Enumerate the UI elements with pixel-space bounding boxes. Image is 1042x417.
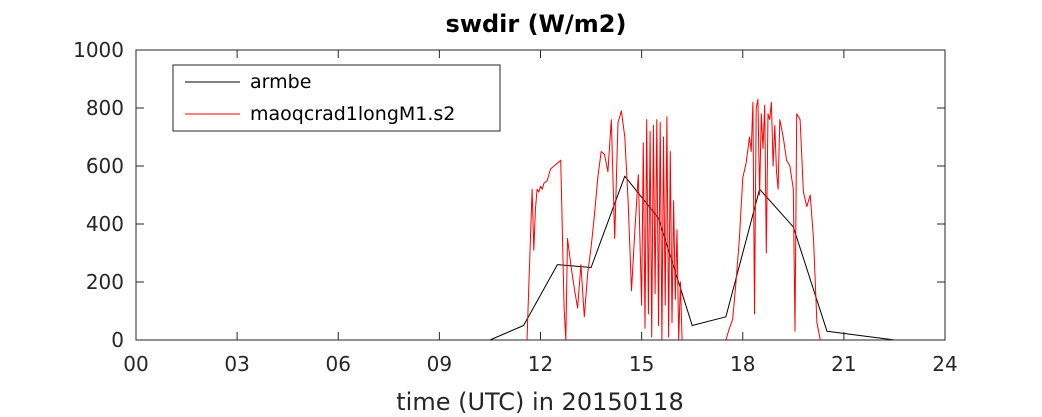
series-line-1: [136, 98, 945, 341]
x-tick-label: 00: [123, 352, 148, 376]
legend-box: [172, 64, 501, 132]
x-tick-label: 18: [730, 352, 755, 376]
y-tick-label: 1000: [73, 38, 124, 62]
x-tick-label: 12: [528, 352, 553, 376]
y-tick-label: 800: [86, 96, 124, 120]
y-tick-label: 600: [86, 154, 124, 178]
x-tick-label: 24: [932, 352, 957, 376]
x-tick-label: 09: [427, 352, 452, 376]
x-tick-label: 21: [831, 352, 856, 376]
x-tick-label: 03: [224, 352, 249, 376]
legend-label-armbe: armbe: [250, 71, 311, 93]
y-tick-label: 400: [86, 212, 124, 236]
legend: armbe maoqcrad1longM1.s2: [172, 64, 501, 132]
y-axis: 0 200 400 600 800 1000: [73, 38, 945, 352]
legend-label-maoqcrad: maoqcrad1longM1.s2: [250, 103, 455, 125]
x-axis-label: time (UTC) in 20150118: [396, 388, 683, 416]
y-tick-label: 0: [111, 328, 124, 352]
x-axis: 00 03 06 09 12 15 18 21 24: [123, 50, 958, 376]
chart-title: swdir (W/m2): [446, 10, 627, 38]
x-tick-label: 15: [629, 352, 654, 376]
y-tick-label: 200: [86, 270, 124, 294]
x-tick-label: 06: [326, 352, 351, 376]
